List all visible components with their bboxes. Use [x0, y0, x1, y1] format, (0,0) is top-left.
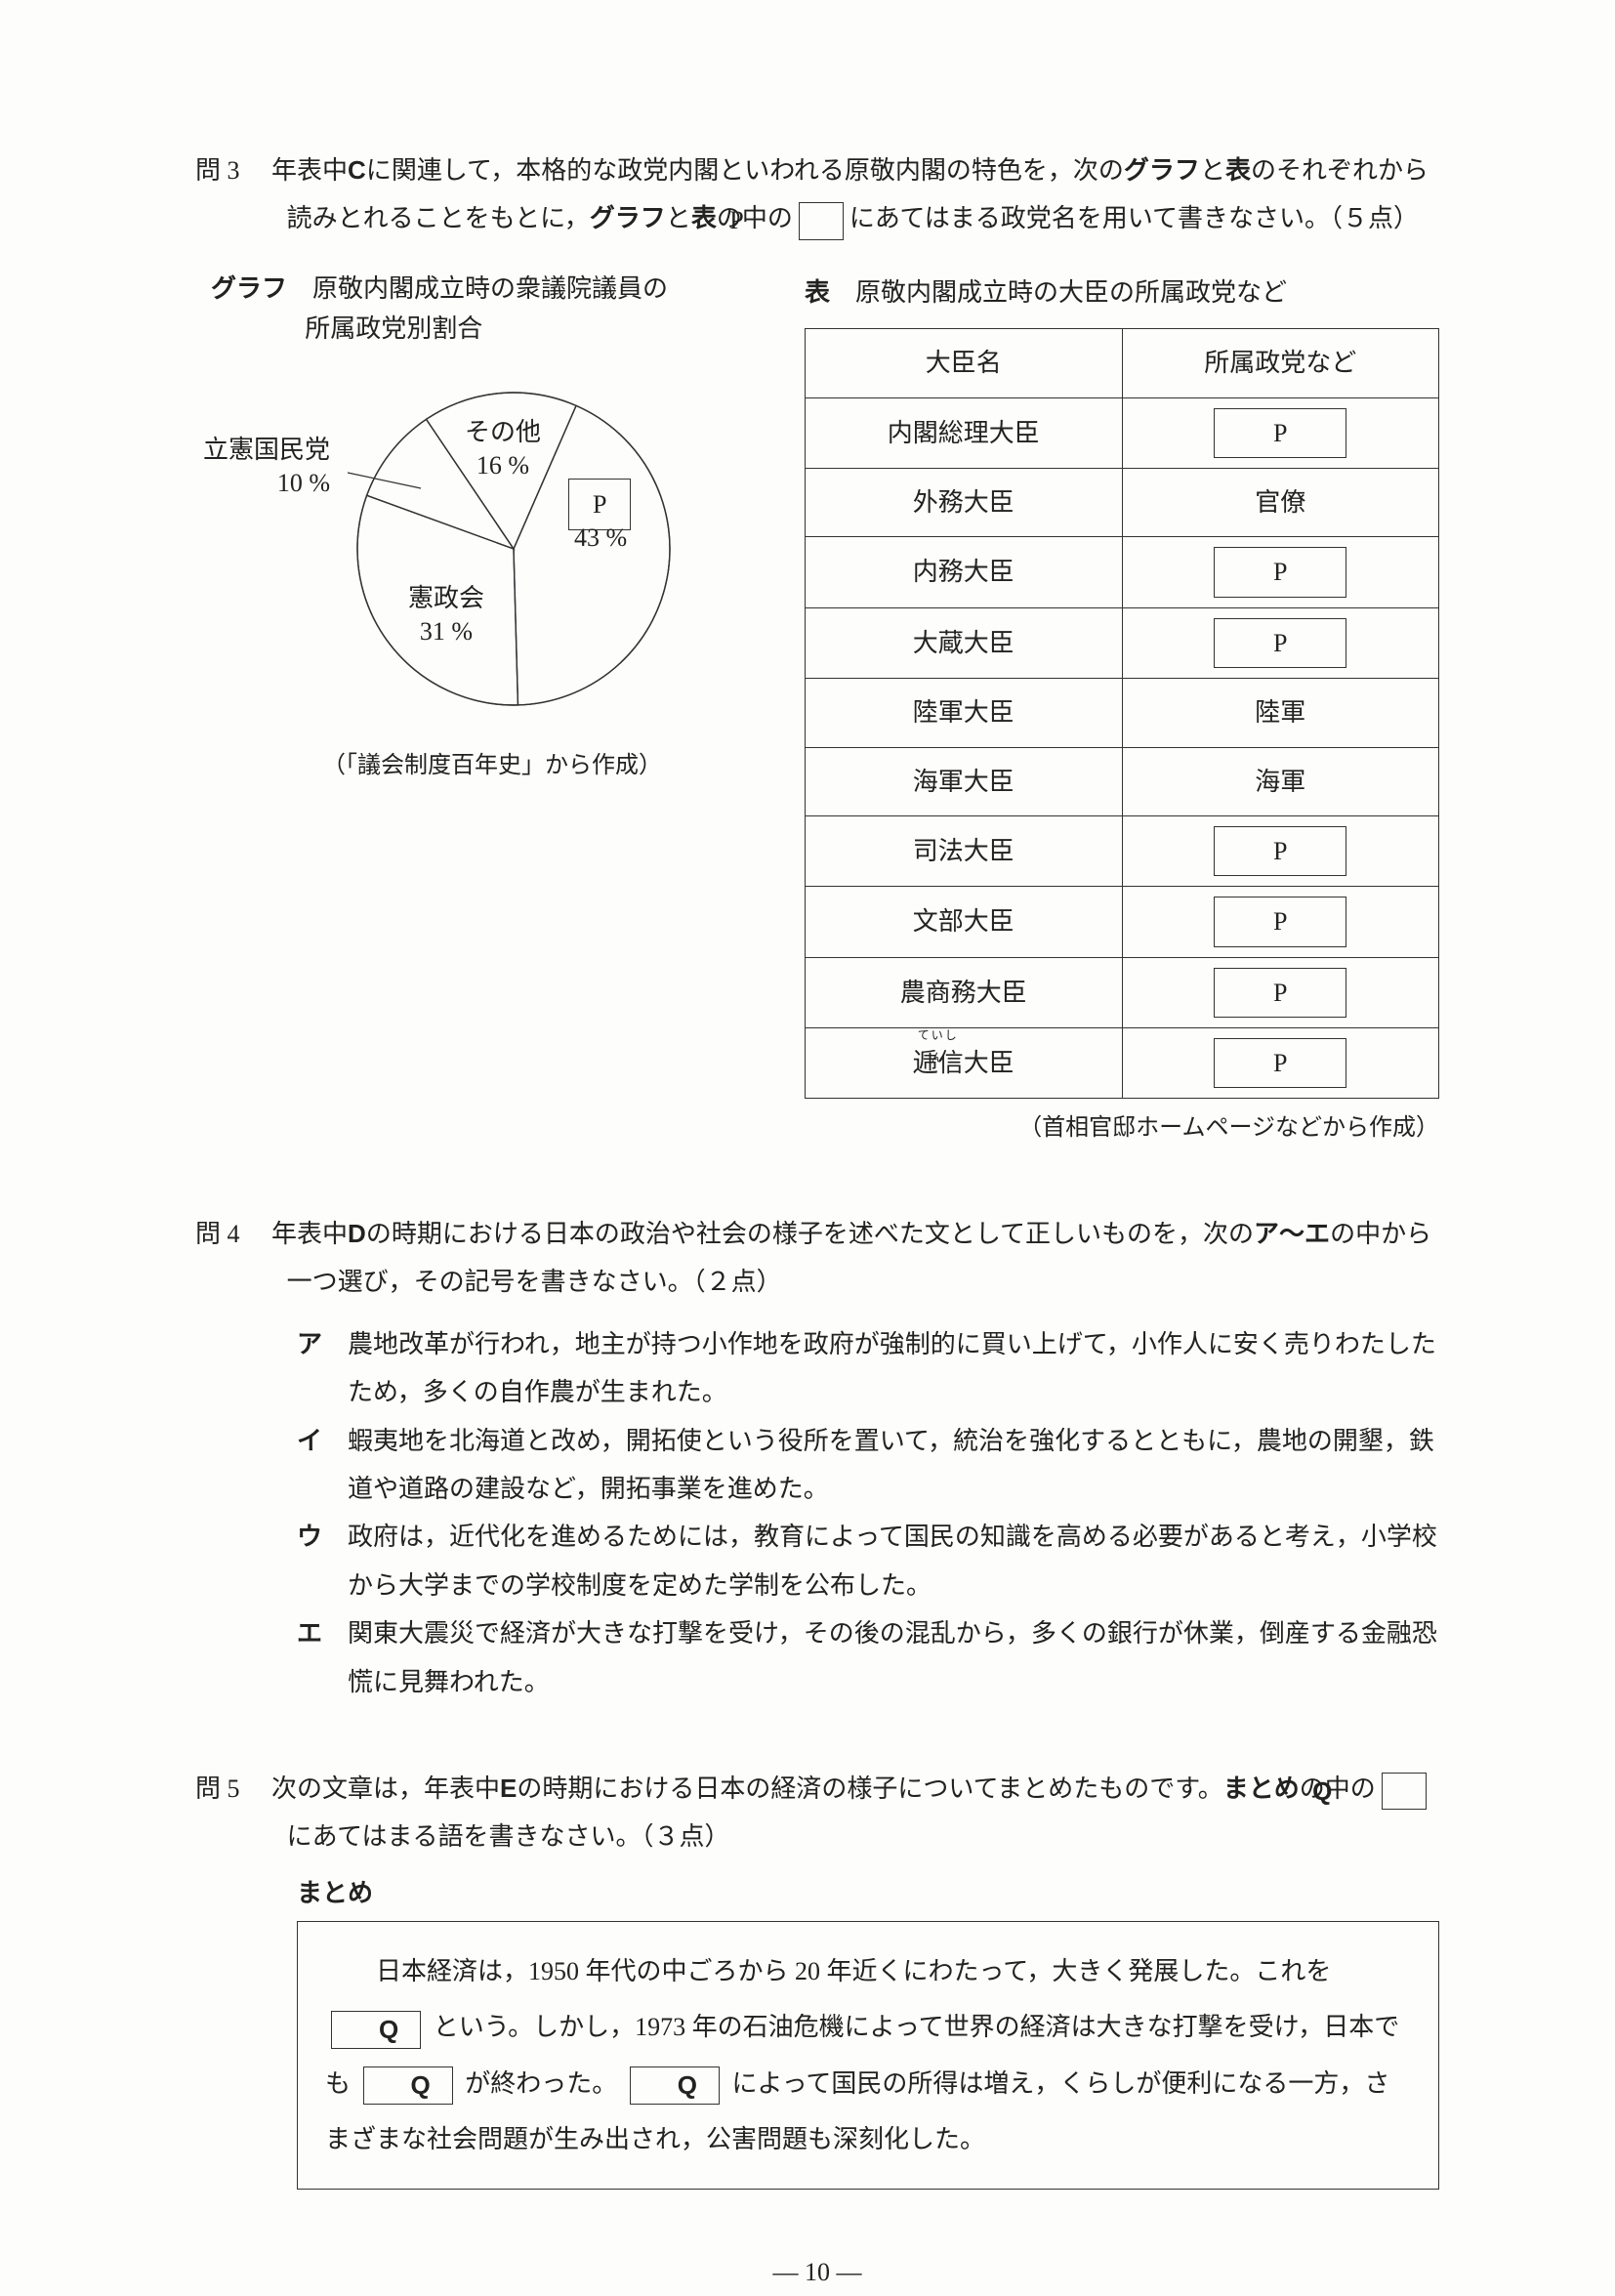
party-p-box: P	[1214, 1038, 1346, 1088]
ministers-table: 大臣名 所属政党など 内閣総理大臣 P 外務大臣官僚内務大臣 P 大蔵大臣 P 陸軍大臣陸軍…	[805, 328, 1439, 1099]
blank-q: Q	[1382, 1773, 1427, 1810]
minister-party: P	[1122, 1028, 1439, 1099]
q4-label: 問 4	[195, 1220, 240, 1248]
minister-name: ていしん逓信大臣	[806, 1028, 1123, 1099]
matome-label: まとめ	[297, 1869, 1439, 1917]
q4-text: 問 4 年表中Dの時期における日本の政治や社会の様子を述べた文として正しいものを…	[195, 1210, 1439, 1307]
minister-name: 文部大臣	[806, 887, 1123, 957]
party-p-box: P	[1214, 618, 1346, 668]
th-party: 所属政党など	[1122, 329, 1439, 397]
matome-box: 日本経済は，1950 年代の中ごろから 20 年近くにわたって，大きく発展した。…	[297, 1921, 1439, 2190]
minister-party: P	[1122, 537, 1439, 607]
table-row: ていしん逓信大臣 P	[806, 1028, 1439, 1099]
th-name: 大臣名	[806, 329, 1123, 397]
pie-chart: P 43 % 憲政会31 % 立憲国民党10 % その他16 %	[328, 363, 699, 734]
choice-item: イ 蝦夷地を北海道と改め，開拓使という役所を置いて，統治を強化するとともに，農地…	[195, 1417, 1439, 1514]
choices: ア 農地改革が行われ，地主が持つ小作地を政府が強制的に買い上げて，小作人に安く売…	[195, 1320, 1439, 1706]
table-row: 農商務大臣 P	[806, 957, 1439, 1027]
table-row: 文部大臣 P	[806, 887, 1439, 957]
pie-rikken: 立憲国民党10 %	[193, 434, 330, 500]
party-p-box: P	[1214, 897, 1346, 946]
table-source: （首相官邸ホームページなどから作成）	[805, 1106, 1439, 1151]
question-5: 問 5 次の文章は，年表中Eの時期における日本の経済の様子についてまとめたもので…	[195, 1765, 1439, 2190]
chart-title: グラフ 原敬内閣成立時の衆議院議員の 所属政党別割合	[211, 269, 738, 350]
table-row: 外務大臣官僚	[806, 468, 1439, 536]
minister-party: P	[1122, 397, 1439, 468]
matome-q2: Q	[363, 2066, 453, 2104]
minister-name: 内閣総理大臣	[806, 397, 1123, 468]
blank-p: P	[799, 202, 844, 239]
minister-name: 海軍大臣	[806, 747, 1123, 815]
table-row: 内務大臣 P	[806, 537, 1439, 607]
ministers-table-section: 表 原敬内閣成立時の大臣の所属政党など 大臣名 所属政党など 内閣総理大臣 P 外務…	[805, 269, 1439, 1151]
table-header-row: 大臣名 所属政党など	[806, 329, 1439, 397]
matome-q3: Q	[630, 2066, 720, 2104]
minister-name: 農商務大臣	[806, 957, 1123, 1027]
question-4: 問 4 年表中Dの時期における日本の政治や社会の様子を述べた文として正しいものを…	[195, 1210, 1439, 1706]
minister-party: 官僚	[1122, 468, 1439, 536]
page-number: — 10 —	[195, 2248, 1439, 2296]
table-row: 海軍大臣海軍	[806, 747, 1439, 815]
matome-q1: Q	[331, 2011, 421, 2048]
table-row: 内閣総理大臣 P	[806, 397, 1439, 468]
party-p-box: P	[1214, 826, 1346, 876]
table-title: 表 原敬内閣成立時の大臣の所属政党など	[805, 269, 1439, 316]
choice-item: ウ 政府は，近代化を進めるためには，教育によって国民の知識を高める必要があると考…	[195, 1513, 1439, 1609]
q5-text: 問 5 次の文章は，年表中Eの時期における日本の経済の様子についてまとめたもので…	[195, 1765, 1439, 1861]
choice-item: エ 関東大震災で経済が大きな打撃を受け，その後の混乱から，多くの銀行が休業，倒産…	[195, 1609, 1439, 1706]
minister-party: P	[1122, 887, 1439, 957]
minister-name: 外務大臣	[806, 468, 1123, 536]
party-p-box: P	[1214, 968, 1346, 1018]
minister-party: 海軍	[1122, 747, 1439, 815]
minister-name: 内務大臣	[806, 537, 1123, 607]
party-p-box: P	[1214, 408, 1346, 458]
party-p-box: P	[1214, 547, 1346, 597]
pie-kenseikai: 憲政会31 %	[408, 582, 484, 648]
pie-chart-section: グラフ 原敬内閣成立時の衆議院議員の 所属政党別割合 P 43 % 憲政会31 …	[211, 269, 738, 789]
q3-text: 問 3 年表中Cに関連して，本格的な政党内閣といわれる原敬内閣の特色を，次のグラ…	[195, 146, 1439, 243]
question-3: 問 3 年表中Cに関連して，本格的な政党内閣といわれる原敬内閣の特色を，次のグラ…	[195, 146, 1439, 1151]
q5-label: 問 5	[195, 1774, 240, 1803]
minister-name: 司法大臣	[806, 815, 1123, 886]
minister-party: 陸軍	[1122, 679, 1439, 747]
minister-name: 大蔵大臣	[806, 607, 1123, 678]
pie-other: その他16 %	[465, 416, 541, 482]
minister-party: P	[1122, 957, 1439, 1027]
table-row: 大蔵大臣 P	[806, 607, 1439, 678]
minister-party: P	[1122, 607, 1439, 678]
table-row: 司法大臣 P	[806, 815, 1439, 886]
minister-name: 陸軍大臣	[806, 679, 1123, 747]
minister-party: P	[1122, 815, 1439, 886]
chart-source: （「議会制度百年史」から作成）	[246, 744, 738, 789]
choice-item: ア 農地改革が行われ，地主が持つ小作地を政府が強制的に買い上げて，小作人に安く売…	[195, 1320, 1439, 1417]
pie-p-pct: 43 %	[574, 522, 627, 555]
q3-label: 問 3	[195, 156, 240, 185]
table-row: 陸軍大臣陸軍	[806, 679, 1439, 747]
